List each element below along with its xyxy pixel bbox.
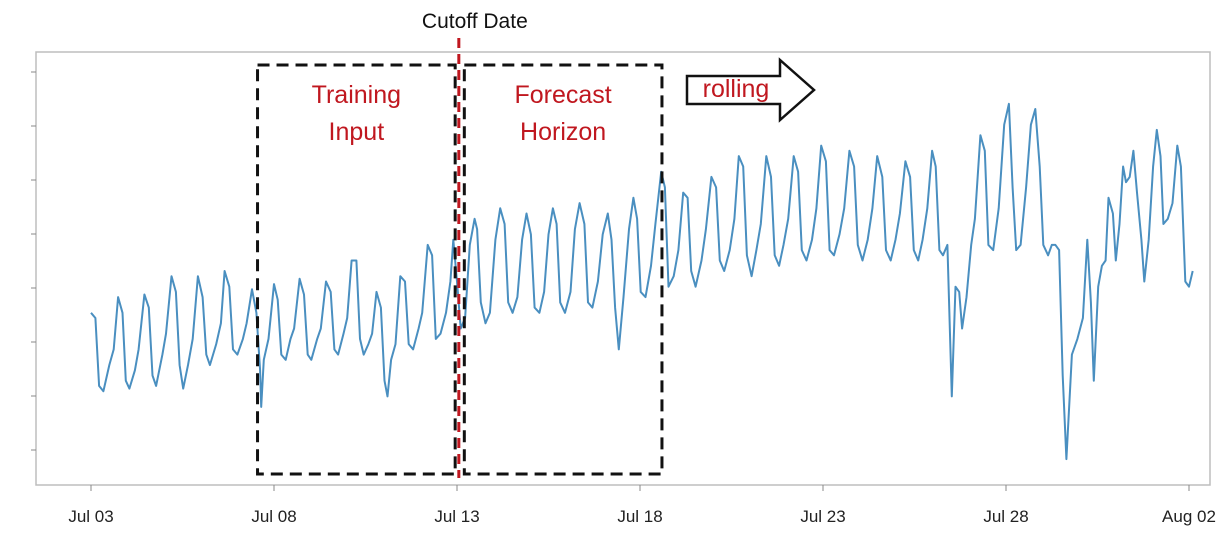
training-input-box xyxy=(256,63,457,476)
rolling-arrow-icon xyxy=(685,57,816,123)
x-tick-label: Jul 13 xyxy=(434,507,479,526)
x-axis-ticks: Jul 03 Jul 08 Jul 13 Jul 18 Jul 23 Jul 28 Aug … xyxy=(68,485,1216,526)
x-tick-label: Jul 03 xyxy=(68,507,113,526)
forecast-label-line2: Horizon xyxy=(520,118,606,146)
plot-frame xyxy=(35,51,1211,486)
x-tick-label: Jul 23 xyxy=(800,507,845,526)
cutoff-date-label: Cutoff Date xyxy=(422,10,528,33)
x-tick-label: Jul 18 xyxy=(617,507,662,526)
x-tick-label: Aug 02 xyxy=(1162,507,1216,526)
series-line xyxy=(90,102,1194,461)
rolling-label: rolling xyxy=(703,75,770,103)
x-tick-label: Jul 08 xyxy=(251,507,296,526)
training-label-line2: Input xyxy=(329,118,385,146)
forecast-label-line1: Forecast xyxy=(515,81,612,109)
forecast-horizon-box xyxy=(462,63,664,476)
training-label-line1: Training xyxy=(312,81,401,109)
x-tick-label: Jul 28 xyxy=(983,507,1028,526)
y-axis-ticks xyxy=(31,71,36,451)
